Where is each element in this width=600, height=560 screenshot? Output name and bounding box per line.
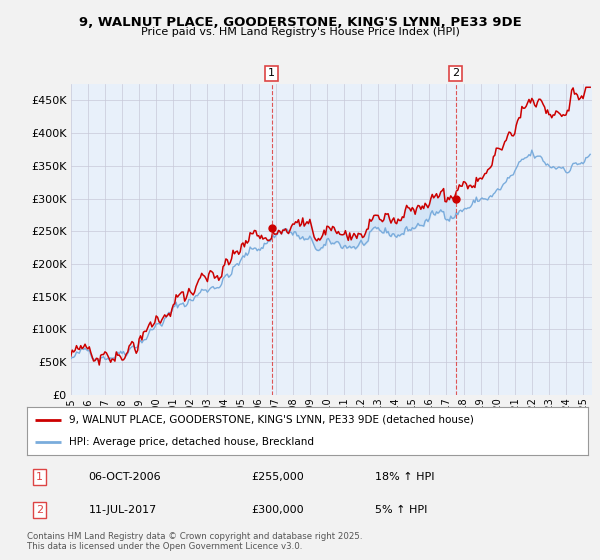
Text: 9, WALNUT PLACE, GOODERSTONE, KING'S LYNN, PE33 9DE (detached house): 9, WALNUT PLACE, GOODERSTONE, KING'S LYN… [69,415,474,425]
Text: £300,000: £300,000 [251,505,304,515]
Text: Contains HM Land Registry data © Crown copyright and database right 2025.
This d: Contains HM Land Registry data © Crown c… [27,532,362,552]
Text: HPI: Average price, detached house, Breckland: HPI: Average price, detached house, Brec… [69,437,314,447]
Text: 11-JUL-2017: 11-JUL-2017 [89,505,157,515]
Text: 2: 2 [452,68,459,78]
Text: Price paid vs. HM Land Registry's House Price Index (HPI): Price paid vs. HM Land Registry's House … [140,27,460,37]
Text: 18% ↑ HPI: 18% ↑ HPI [375,472,434,482]
Text: 5% ↑ HPI: 5% ↑ HPI [375,505,427,515]
Text: £255,000: £255,000 [251,472,304,482]
Text: 1: 1 [268,68,275,78]
Text: 2: 2 [36,505,43,515]
Text: 06-OCT-2006: 06-OCT-2006 [89,472,161,482]
Text: 1: 1 [36,472,43,482]
Text: 9, WALNUT PLACE, GOODERSTONE, KING'S LYNN, PE33 9DE: 9, WALNUT PLACE, GOODERSTONE, KING'S LYN… [79,16,521,29]
